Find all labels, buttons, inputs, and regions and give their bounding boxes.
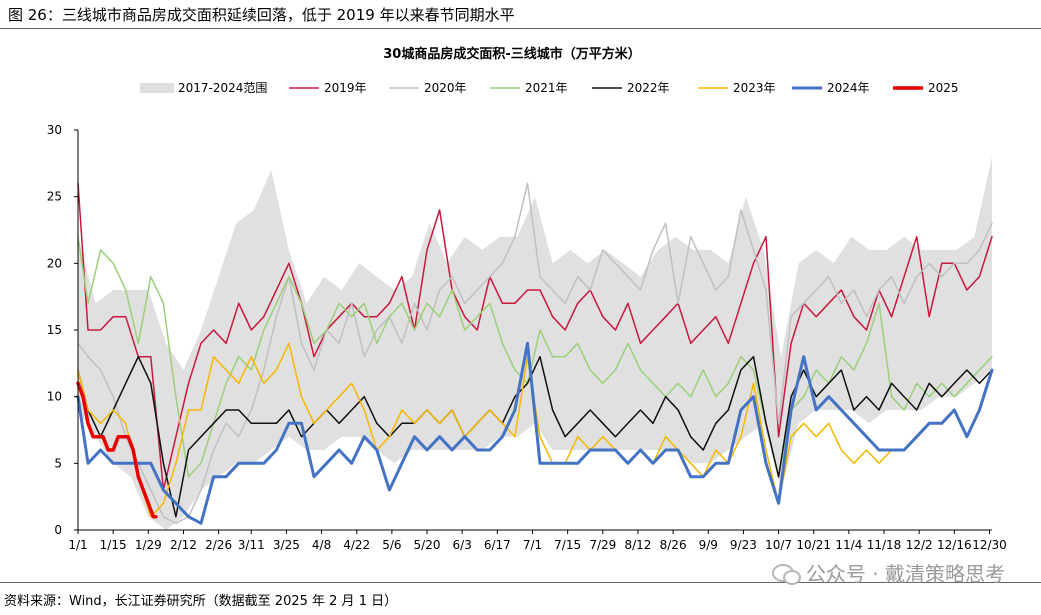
x-tick-label: 9/9 (699, 538, 718, 552)
x-tick-label: 7/29 (589, 538, 616, 552)
series-line-6 (76, 381, 158, 519)
x-tick-label: 10/7 (765, 538, 792, 552)
x-tick-label: 6/3 (453, 538, 472, 552)
x-tick-label: 2/12 (170, 538, 197, 552)
figure-title: 图 26：三线城市商品房成交面积延续回落，低于 2019 年以来春节同期水平 (8, 6, 515, 24)
x-tick-label: 2/26 (205, 538, 232, 552)
range-band-area (78, 156, 992, 530)
chart-canvas: 30城商品房成交面积-三线城市（万平方米） 2017-2024范围 2019年 20… (47, 46, 1007, 552)
y-tick-label: 0 (54, 523, 62, 537)
axis-layer: 0 5 10 15 20 25 30 1/1 1/15 1/29 2/12 2/26 3/11 3/25 4… (47, 123, 1007, 552)
x-tick-label: 5/6 (382, 538, 401, 552)
y-tick-label: 10 (47, 390, 62, 404)
legend-label: 2020年 (424, 81, 467, 95)
x-tick-label: 12/30 (972, 538, 1007, 552)
series-line-1 (77, 182, 993, 525)
legend-swatch-band (140, 83, 174, 93)
bottom-rule (0, 582, 1041, 583)
source-note: 资料来源：Wind，长江证券研究所（数据截至 2025 年 2 月 1 日） (4, 594, 398, 609)
x-tick-label: 10/21 (796, 538, 831, 552)
y-tick-label: 15 (47, 323, 62, 337)
top-rule (0, 28, 1041, 29)
legend-label: 2022年 (627, 81, 670, 95)
x-tick-label: 4/22 (343, 538, 370, 552)
x-tick-label: 11/18 (867, 538, 902, 552)
range-band-layer (78, 156, 992, 530)
series-line-0 (77, 182, 993, 491)
chart-legend: 2017-2024范围 2019年 2020年 2021年 2022年 2023年 2024… (140, 81, 959, 95)
series-line-3 (77, 355, 993, 518)
x-tick-label: 7/1 (523, 538, 542, 552)
x-tick-label: 7/15 (554, 538, 581, 552)
series-line-5 (76, 341, 994, 525)
x-tick-label: 8/12 (624, 538, 651, 552)
x-tick-label: 3/25 (273, 538, 300, 552)
legend-label: 2025 (928, 81, 959, 95)
y-tick-label: 20 (47, 256, 62, 270)
series-line-2 (77, 235, 993, 478)
y-tick-label: 30 (47, 123, 62, 137)
x-tick-label: 1/29 (135, 538, 162, 552)
x-tick-label: 1/1 (68, 538, 87, 552)
series-line-4 (77, 342, 893, 518)
x-tick-label: 12/16 (937, 538, 972, 552)
series-layer (76, 182, 994, 525)
watermark: 公众号 · 戴清策略思考 (771, 558, 1005, 587)
legend-label: 2019年 (324, 81, 367, 95)
chart-title: 30城商品房成交面积-三线城市（万平方米） (383, 46, 641, 62)
x-tick-label: 5/20 (414, 538, 441, 552)
wechat-icon (771, 562, 801, 585)
x-tick-label: 4/8 (312, 538, 331, 552)
legend-label: 2021年 (525, 81, 568, 95)
x-tick-label: 8/26 (660, 538, 687, 552)
y-tick-label: 25 (47, 190, 62, 204)
x-tick-label: 11/4 (835, 538, 862, 552)
x-tick-label: 6/17 (484, 538, 511, 552)
x-tick-label: 12/2 (906, 538, 933, 552)
legend-label: 2023年 (733, 81, 776, 95)
y-tick-label: 5 (54, 456, 62, 470)
watermark-text: 公众号 · 戴清策略思考 (805, 562, 1005, 586)
legend-label: 2024年 (827, 81, 870, 95)
x-tick-label: 1/15 (100, 538, 127, 552)
legend-label: 2017-2024范围 (178, 81, 267, 95)
x-tick-label: 9/23 (730, 538, 757, 552)
x-tick-label: 3/11 (238, 538, 265, 552)
